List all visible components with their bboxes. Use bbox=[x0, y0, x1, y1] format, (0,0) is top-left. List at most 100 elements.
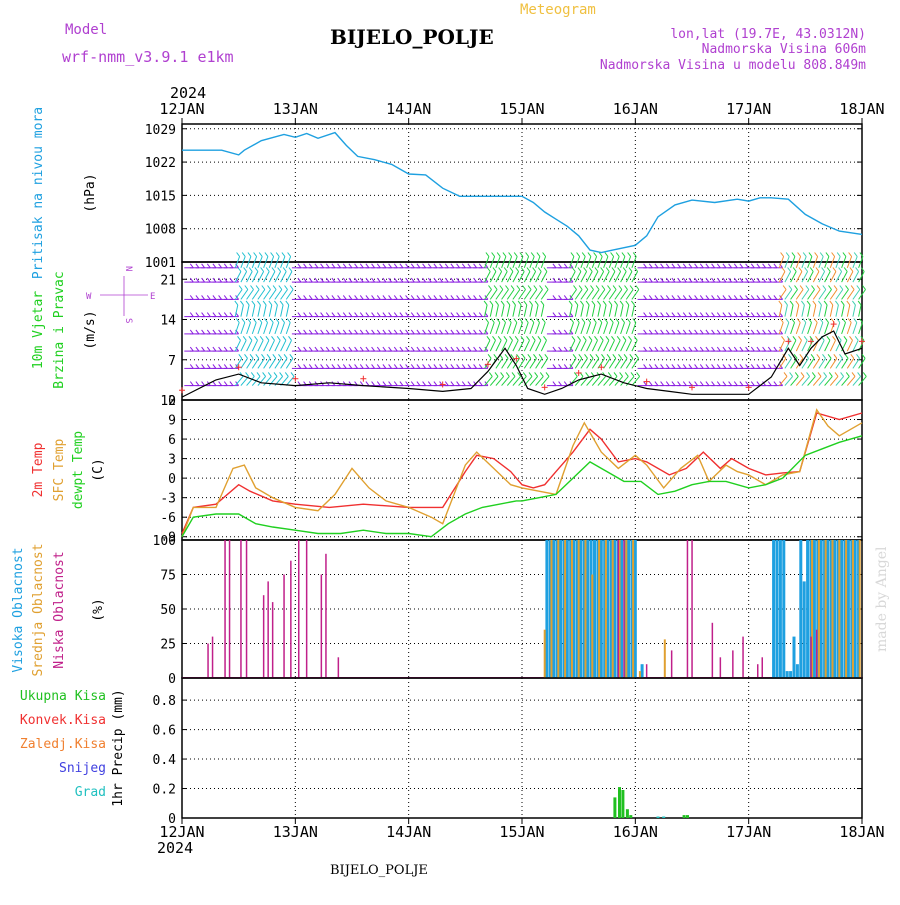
wind-barb-flag bbox=[513, 318, 518, 323]
wind-barb bbox=[535, 322, 540, 335]
wind-barb bbox=[501, 376, 510, 386]
wind-barb bbox=[631, 322, 637, 335]
wind-barb-flag bbox=[416, 295, 421, 300]
wind-barb-flag bbox=[539, 372, 544, 377]
wind-barb-flag bbox=[439, 329, 444, 335]
wind-barb-flag bbox=[699, 277, 704, 283]
wind-barb bbox=[489, 256, 496, 268]
cloud-low-bar bbox=[815, 629, 818, 678]
wind-barb-flag bbox=[212, 364, 217, 369]
wind-barb-flag bbox=[433, 295, 438, 300]
wind-barb-flag bbox=[577, 267, 582, 272]
cloud-high-bar bbox=[565, 540, 569, 678]
wind-barb-flag bbox=[628, 267, 633, 272]
wind-barb-flag bbox=[671, 329, 676, 335]
wind-barb-flag bbox=[631, 300, 635, 306]
wind-barb-flag bbox=[654, 364, 659, 369]
wind-barb-flag bbox=[745, 263, 749, 269]
wind-barb-flag bbox=[834, 372, 839, 377]
wind-barb bbox=[801, 376, 810, 386]
wind-barb-flag bbox=[371, 295, 376, 300]
wind-barb bbox=[608, 304, 613, 317]
year-bottom: 2024 bbox=[157, 839, 193, 857]
wind-barb-flag bbox=[256, 372, 261, 377]
cloud-high-bar bbox=[559, 540, 562, 678]
wind-barb bbox=[540, 271, 548, 283]
wind-barb-flag bbox=[348, 263, 353, 269]
wind-barb-flag bbox=[552, 329, 557, 335]
wind-barb-flag bbox=[439, 346, 444, 352]
cloud-mid-bar bbox=[831, 540, 834, 678]
wind-barb-flag bbox=[308, 295, 313, 300]
wind-barb-flag bbox=[677, 364, 681, 369]
wind-barb-flag bbox=[532, 267, 536, 272]
cloud-high-bar bbox=[792, 636, 796, 678]
cloud-high-bar bbox=[552, 540, 556, 678]
wind-barb-flag bbox=[235, 277, 240, 283]
wind-barb-flag bbox=[244, 353, 248, 359]
wind-barb-flag bbox=[632, 252, 637, 257]
wind-barb-flag bbox=[507, 318, 512, 323]
wind-barb-flag bbox=[485, 318, 489, 323]
cloud-high-bar bbox=[840, 540, 844, 678]
wind-barb-flag bbox=[643, 263, 647, 269]
wind-barb-flag bbox=[489, 300, 494, 306]
wind-barb bbox=[523, 304, 528, 317]
wind-barb-flag bbox=[616, 335, 621, 341]
wind-barb bbox=[535, 304, 539, 317]
cloud-mid-bar bbox=[838, 540, 841, 678]
wind-barb-flag bbox=[699, 381, 704, 386]
wind-barb-flag bbox=[422, 312, 427, 317]
wind-barb-flag bbox=[265, 335, 270, 341]
wind-barb-flag bbox=[484, 277, 489, 283]
wind-barb-flag bbox=[558, 277, 562, 283]
wind-barb bbox=[784, 376, 793, 386]
wind-barb-flag bbox=[238, 285, 243, 290]
wind-barb-flag bbox=[844, 353, 849, 359]
wind-barb-flag bbox=[536, 252, 541, 257]
wind-barb-flag bbox=[248, 335, 253, 341]
wind-barb-flag bbox=[574, 300, 579, 306]
wind-barb-flag bbox=[558, 364, 562, 369]
wind-barb-flag bbox=[722, 263, 727, 269]
wind-barb-flag bbox=[607, 372, 612, 377]
wind-barb-flag bbox=[615, 252, 620, 257]
wind-barb-flag bbox=[478, 263, 483, 269]
wind-barb-flag bbox=[750, 381, 755, 386]
wind-barb bbox=[846, 289, 855, 300]
wind-barb-flag bbox=[493, 353, 498, 359]
wind-barb bbox=[620, 322, 625, 335]
wind-barb-flag bbox=[382, 381, 387, 386]
wind-barb-flag bbox=[206, 263, 211, 269]
wind-barb bbox=[631, 304, 635, 317]
y-tick-label: 0.2 bbox=[153, 783, 176, 798]
dewpoint-line bbox=[181, 435, 863, 538]
pressure-line bbox=[182, 131, 863, 254]
wind-barb bbox=[529, 289, 538, 300]
wind-barb-flag bbox=[660, 346, 664, 352]
wind-barb-flag bbox=[534, 300, 539, 306]
wind-barb-flag bbox=[297, 277, 302, 283]
cloud-mid-bar bbox=[611, 540, 614, 678]
wind-barb bbox=[535, 376, 544, 386]
cloud-high-bar bbox=[586, 540, 590, 678]
wind-barb-flag bbox=[279, 300, 284, 306]
wind-barb bbox=[540, 304, 545, 317]
wind-barb-flag bbox=[365, 312, 370, 317]
cloud-mid-bar bbox=[598, 540, 601, 678]
wind-barb-flag bbox=[526, 267, 531, 272]
wind-barb-flag bbox=[756, 329, 761, 335]
wind-barb bbox=[489, 376, 499, 386]
wind-barb-flag bbox=[582, 335, 587, 341]
cloud-low-bar bbox=[719, 657, 722, 678]
wind-barb-flag bbox=[671, 381, 676, 386]
wind-barb bbox=[603, 289, 611, 300]
y-tick-label: 1008 bbox=[145, 223, 176, 238]
wind-barb-flag bbox=[348, 329, 353, 335]
cloud-mid-bar bbox=[824, 540, 827, 678]
cloud-high-bar bbox=[630, 540, 634, 678]
wind-barb-flag bbox=[828, 285, 832, 290]
wind-barb bbox=[274, 289, 283, 300]
wind-barb bbox=[591, 304, 596, 317]
wind-barb-flag bbox=[260, 267, 265, 272]
